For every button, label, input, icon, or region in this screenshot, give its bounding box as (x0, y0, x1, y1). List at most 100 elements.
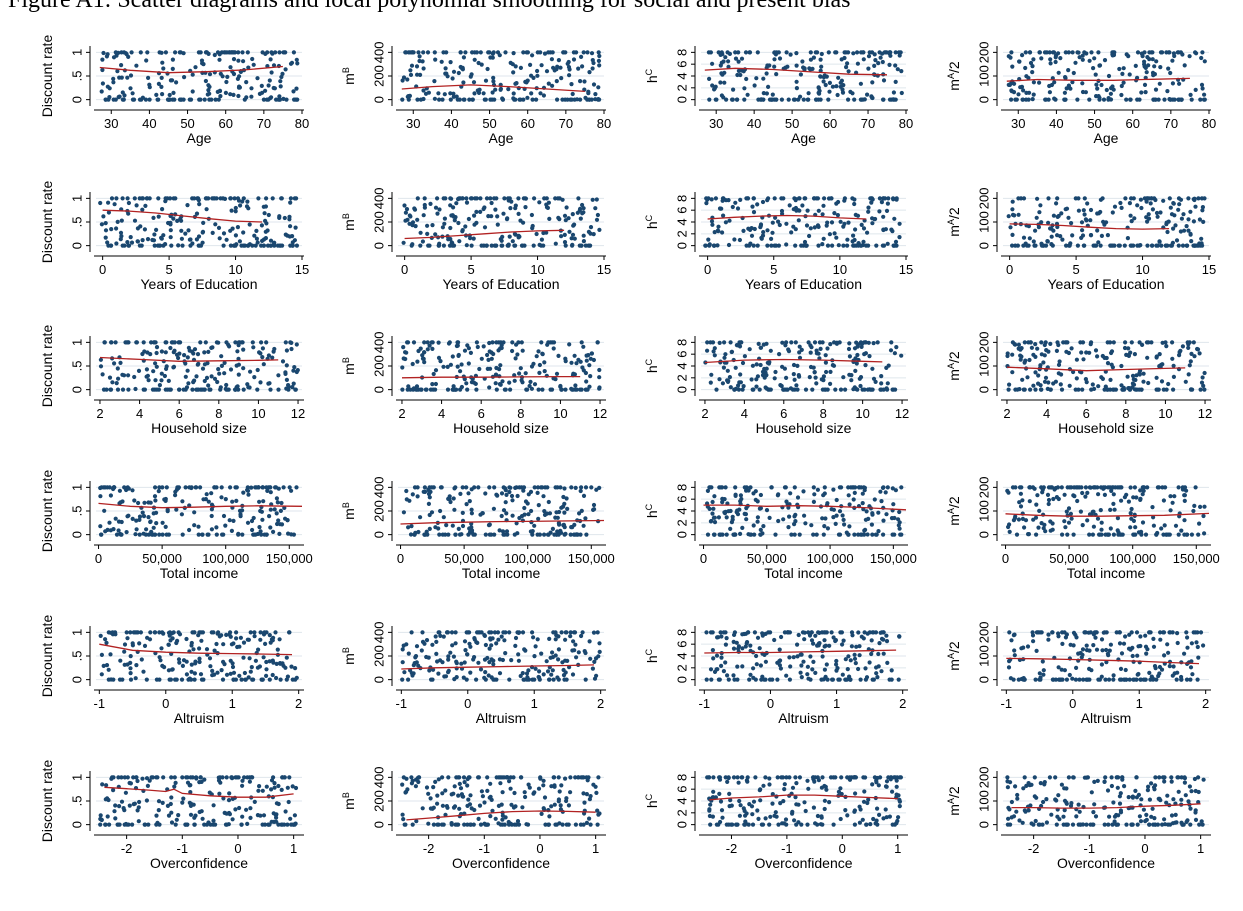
data-point (721, 630, 726, 635)
data-point (197, 656, 202, 661)
data-point (1017, 387, 1022, 392)
y-tick-label: 6 (674, 496, 689, 503)
data-point (1148, 201, 1153, 206)
data-point (815, 487, 821, 492)
data-point (141, 340, 146, 345)
data-point (471, 80, 477, 85)
data-point (183, 387, 188, 392)
data-point (200, 366, 206, 371)
data-point (444, 71, 449, 76)
data-point (1031, 57, 1036, 62)
data-point (1069, 346, 1074, 351)
data-point (234, 636, 239, 641)
data-point (466, 630, 471, 635)
data-point (851, 387, 856, 392)
x-tick-label: 8 (1122, 406, 1129, 421)
data-point (863, 527, 868, 533)
data-point (856, 630, 861, 635)
data-point (474, 677, 479, 682)
data-point (267, 677, 272, 682)
data-point (1132, 485, 1137, 490)
data-point (1060, 532, 1065, 537)
data-point (216, 340, 221, 345)
data-point (748, 485, 753, 490)
data-point (145, 237, 151, 242)
data-point (111, 80, 116, 85)
data-point (268, 57, 273, 62)
data-point (1099, 532, 1104, 537)
data-point (588, 356, 593, 361)
y-tick-label: 400 (371, 188, 386, 210)
data-point (200, 229, 206, 234)
x-tick-label: 12 (895, 406, 909, 421)
data-point (1159, 379, 1165, 384)
data-point (1087, 58, 1092, 63)
data-point (572, 222, 577, 227)
data-point (1064, 206, 1070, 211)
data-point (812, 370, 817, 375)
data-point (558, 65, 563, 70)
data-point (426, 655, 431, 660)
data-point (140, 351, 145, 357)
data-point (892, 351, 898, 356)
x-tick-label: 5 (770, 262, 777, 277)
data-point (897, 221, 902, 226)
data-point (745, 92, 750, 97)
data-point (269, 50, 274, 55)
data-point (1170, 340, 1175, 345)
data-point (409, 63, 415, 68)
data-point (261, 97, 266, 102)
data-point (780, 364, 785, 369)
data-point (128, 86, 133, 91)
data-point (719, 71, 724, 76)
data-point (816, 243, 821, 248)
x-tick-label: 80 (597, 116, 611, 131)
data-point (570, 91, 575, 97)
data-point (741, 228, 746, 233)
data-point (779, 634, 784, 640)
data-point (858, 383, 863, 389)
data-point (814, 532, 819, 537)
data-point (761, 91, 766, 96)
data-point (1200, 205, 1205, 210)
data-point (261, 499, 266, 504)
data-point (810, 66, 815, 71)
y-axis-title-sup: A (946, 363, 956, 369)
data-point (567, 229, 572, 234)
smooth-line (401, 375, 581, 379)
data-point (119, 532, 124, 537)
data-point (416, 663, 421, 668)
data-point (1047, 50, 1052, 55)
data-point (1053, 53, 1059, 58)
data-point (427, 343, 432, 348)
data-point (567, 73, 572, 78)
data-point (897, 526, 902, 531)
data-point (755, 499, 760, 504)
data-point (537, 677, 542, 682)
data-point (1071, 369, 1076, 375)
data-point (491, 506, 496, 511)
y-tick-label: 400 (371, 332, 386, 354)
data-point (891, 243, 896, 248)
data-point (257, 525, 262, 530)
data-point (265, 50, 270, 55)
data-point (879, 669, 884, 674)
data-point (219, 354, 224, 359)
data-point (594, 217, 600, 222)
data-point (1062, 492, 1067, 497)
data-point (565, 506, 570, 511)
data-point (1018, 491, 1024, 496)
data-point (290, 240, 295, 245)
data-point (811, 532, 816, 537)
data-point (822, 667, 828, 672)
data-point (724, 636, 729, 641)
data-point (1166, 532, 1171, 537)
data-point (892, 515, 897, 521)
y-tick-label: 0 (674, 96, 689, 103)
data-point (1115, 516, 1120, 521)
data-point (491, 75, 496, 80)
data-point (120, 677, 125, 682)
data-point (756, 341, 761, 346)
